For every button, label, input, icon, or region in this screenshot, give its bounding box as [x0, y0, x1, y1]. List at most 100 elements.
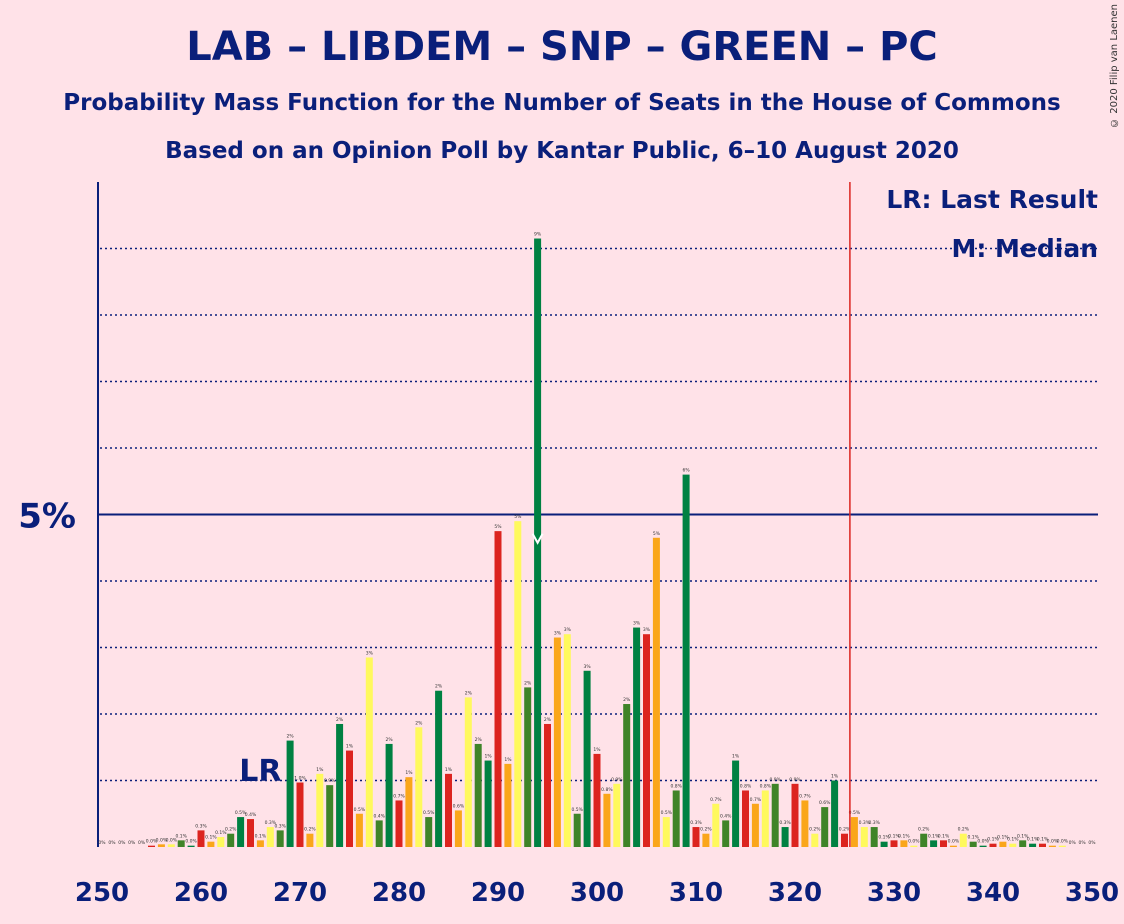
- bar: [237, 817, 245, 847]
- bar-value-label: 0.5%: [423, 810, 435, 816]
- bar: [464, 697, 472, 847]
- bar-value-label: 0%: [128, 840, 136, 846]
- bar: [148, 845, 155, 847]
- bar-value-label: 0%: [98, 840, 106, 846]
- bar-value-label: 0.0%: [156, 837, 168, 843]
- bar-value-label: 0.1%: [205, 835, 217, 841]
- bar: [860, 827, 868, 847]
- bar: [979, 845, 987, 847]
- bar-value-label: 1%: [445, 767, 453, 773]
- bar-value-label: 0.7%: [750, 797, 762, 803]
- bar: [445, 773, 452, 847]
- bar-value-label: 0.0%: [185, 839, 197, 845]
- bar-value-label: 0.5%: [571, 807, 583, 813]
- bar: [197, 830, 205, 847]
- bar: [999, 841, 1007, 847]
- bar: [474, 743, 482, 847]
- bar-value-label: 0.7%: [799, 793, 811, 799]
- bar-value-label: 0.0%: [1057, 839, 1069, 845]
- bar: [692, 827, 700, 847]
- bar: [930, 840, 938, 847]
- bar-value-label: 1%: [405, 770, 413, 776]
- bar-value-label: 0.1%: [175, 833, 187, 839]
- bar: [643, 634, 650, 847]
- bar-value-label: 1%: [593, 747, 601, 753]
- x-tick-label: 290: [471, 878, 525, 908]
- bar: [742, 790, 749, 847]
- bar-value-label: 0.2%: [958, 827, 970, 833]
- bar: [890, 840, 898, 847]
- bar: [791, 783, 799, 847]
- bar-value-label: 0.5%: [661, 810, 673, 816]
- bar: [544, 723, 551, 847]
- bar: [811, 833, 819, 847]
- bar: [801, 800, 809, 847]
- bar: [395, 800, 403, 847]
- chart-title: LAB – LIBDEM – SNP – GREEN – PC: [186, 24, 938, 70]
- x-tick-label: 320: [768, 878, 822, 908]
- bar-value-label: 5%: [653, 531, 661, 537]
- bar-value-label: 0.1%: [215, 830, 227, 836]
- bar-value-label: 0.2%: [304, 827, 316, 833]
- bar-value-label: 2%: [336, 717, 344, 723]
- x-tick-label: 300: [570, 878, 624, 908]
- bar: [286, 740, 294, 847]
- bar: [266, 827, 274, 847]
- bar-value-label: 0.8%: [601, 787, 613, 793]
- y-tick-label: 5%: [18, 497, 76, 537]
- bar-value-label: 0%: [1069, 840, 1077, 846]
- bar-value-label: 0.2%: [918, 827, 930, 833]
- bar-value-label: 5%: [494, 524, 502, 530]
- bar: [336, 723, 344, 847]
- bar-value-label: 0.5%: [849, 810, 861, 816]
- legend-last-result: LR: Last Result: [886, 185, 1098, 214]
- bar-value-label: 0.9%: [611, 777, 623, 783]
- bar-value-label: 0.4%: [373, 813, 385, 819]
- bar-value-label: 0.1%: [898, 833, 910, 839]
- bar-value-label: 0.1%: [878, 835, 890, 841]
- bar: [553, 637, 561, 847]
- bar-value-label: 0.9%: [769, 777, 781, 783]
- bar: [633, 627, 641, 847]
- bar-value-label: 0.5%: [354, 807, 366, 813]
- bar: [573, 813, 581, 847]
- bar: [276, 830, 284, 847]
- bar: [751, 803, 759, 847]
- bar-value-label: 1%: [346, 744, 354, 750]
- bar-value-label: 0.0%: [146, 839, 158, 845]
- bar: [207, 841, 215, 847]
- bar: [682, 474, 690, 847]
- bar: [781, 827, 789, 847]
- bar-value-label: 0.1%: [928, 833, 940, 839]
- bar: [1029, 843, 1037, 847]
- x-tick-label: 310: [669, 878, 723, 908]
- bar-value-label: 2%: [465, 690, 473, 696]
- x-tick-label: 250: [75, 878, 129, 908]
- bar-value-label: 0.4%: [245, 812, 257, 818]
- bar-value-label: 0%: [1079, 840, 1087, 846]
- bar: [454, 810, 462, 847]
- bar: [900, 840, 908, 847]
- bar: [593, 753, 601, 847]
- bar-value-label: 0%: [118, 840, 126, 846]
- bar-value-label: 0.0%: [1047, 839, 1059, 845]
- bar-value-label: 3%: [643, 627, 651, 633]
- bar-value-label: 0.5%: [235, 810, 247, 816]
- bar-value-label: 0.6%: [453, 803, 465, 809]
- bar: [247, 819, 254, 847]
- bar-value-label: 1%: [316, 767, 324, 773]
- bar-value-label: 3%: [633, 621, 641, 627]
- bar-value-label: 0.7%: [710, 797, 722, 803]
- bar-value-label: 0.8%: [740, 783, 752, 789]
- bar-value-label: 1%: [831, 774, 839, 780]
- bar: [672, 790, 680, 847]
- bar-value-label: 1%: [485, 754, 493, 760]
- bar-value-label: 0.3%: [779, 820, 791, 826]
- bar: [157, 844, 165, 847]
- bar: [702, 833, 710, 847]
- bar: [435, 690, 443, 847]
- bar-value-label: 9%: [534, 232, 542, 238]
- bar: [613, 783, 621, 847]
- bar-value-label: 0.3%: [690, 820, 702, 826]
